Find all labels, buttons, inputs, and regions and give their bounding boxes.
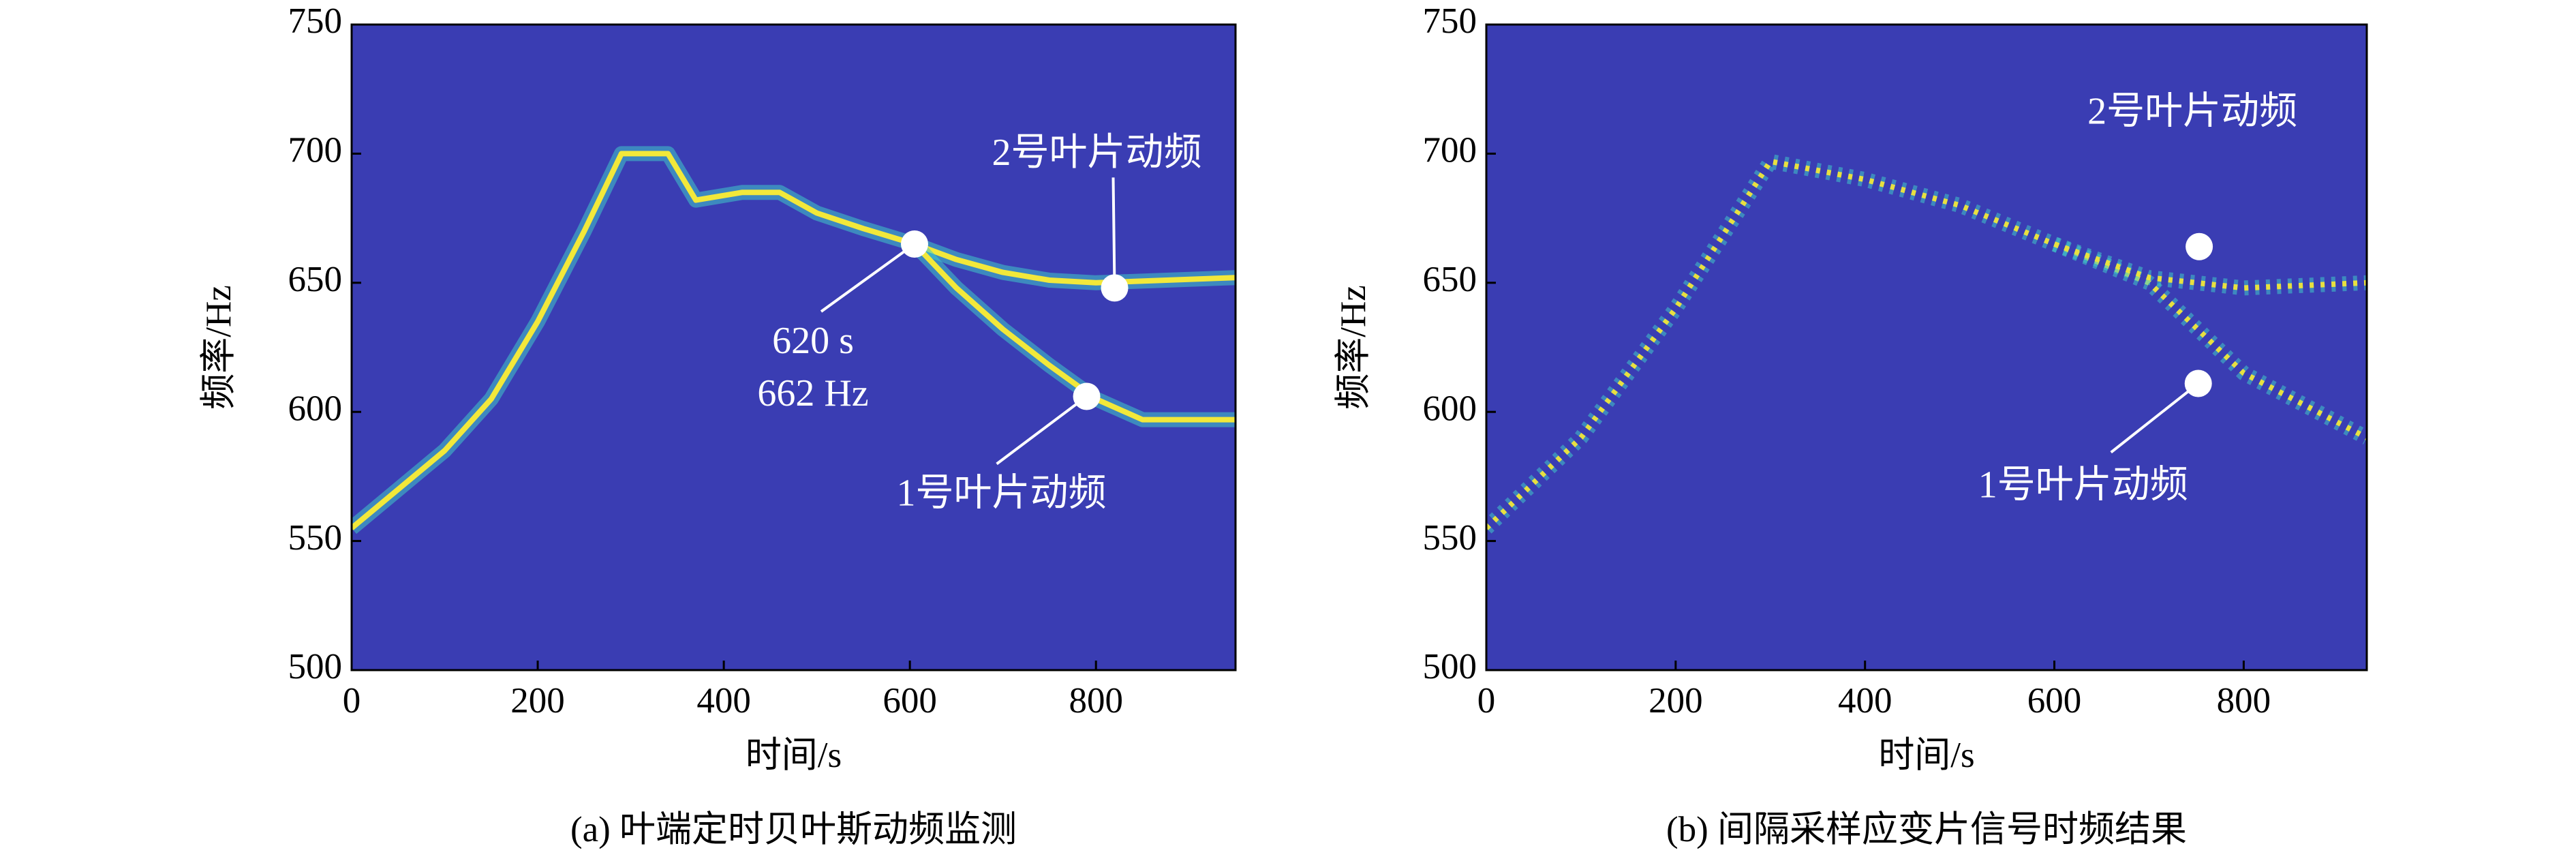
x-tick-label: 800 bbox=[2217, 681, 2271, 721]
annotation-point bbox=[2186, 232, 2213, 260]
x-tick-label: 200 bbox=[510, 681, 565, 721]
ridge-line bbox=[913, 242, 1236, 423]
y-tick-label: 700 bbox=[288, 131, 343, 170]
annotation-label: 1号叶片动频 bbox=[1978, 464, 2188, 506]
leader-line bbox=[820, 243, 916, 313]
y-tick-label: 750 bbox=[1423, 1, 1477, 41]
y-tick-label: 600 bbox=[1423, 389, 1477, 428]
y-tick-label: 500 bbox=[288, 647, 343, 686]
annotation-point bbox=[1073, 382, 1101, 410]
x-tick-label: 0 bbox=[343, 681, 361, 721]
plot-frame bbox=[1485, 23, 2368, 671]
x-tick-label: 800 bbox=[1069, 681, 1123, 721]
annotation-label: 1号叶片动频 bbox=[897, 472, 1107, 514]
annotation-point bbox=[900, 230, 928, 258]
plot-frame bbox=[350, 23, 1237, 671]
y-tick-label: 650 bbox=[1423, 260, 1477, 299]
annotation-label: 620 s bbox=[772, 320, 854, 362]
y-tick-label: 650 bbox=[288, 260, 343, 299]
y-tick-label: 550 bbox=[288, 518, 343, 558]
plot-layer bbox=[1486, 153, 2367, 534]
leader-line bbox=[1111, 177, 1116, 288]
caption: (a) 叶端定时贝叶斯动频监测 bbox=[570, 810, 1017, 849]
x-axis-label: 时间/s bbox=[746, 736, 842, 775]
y-tick-label: 500 bbox=[1423, 647, 1477, 686]
y-tick-label: 600 bbox=[288, 389, 343, 428]
annotation-label: 662 Hz bbox=[757, 372, 868, 414]
ridge-line bbox=[352, 151, 1236, 530]
y-axis-label: 频率/Hz bbox=[1334, 285, 1373, 410]
x-tick-label: 600 bbox=[883, 681, 937, 721]
annotation-point bbox=[2184, 369, 2212, 397]
leader-line bbox=[2110, 382, 2199, 454]
annotation-label: 2号叶片动频 bbox=[2087, 91, 2297, 133]
annotation-point bbox=[1101, 274, 1129, 302]
x-tick-label: 200 bbox=[1649, 681, 1703, 721]
caption: (b) 间隔采样应变片信号时频结果 bbox=[1666, 810, 2187, 849]
x-tick-label: 0 bbox=[1477, 681, 1496, 721]
y-tick-label: 750 bbox=[288, 1, 343, 41]
x-tick-label: 400 bbox=[696, 681, 751, 721]
y-axis-label: 频率/Hz bbox=[199, 285, 239, 410]
y-tick-label: 700 bbox=[1423, 131, 1477, 170]
x-tick-label: 600 bbox=[2027, 681, 2082, 721]
plot-layer bbox=[352, 146, 1236, 534]
y-tick-label: 550 bbox=[1423, 518, 1477, 558]
x-tick-label: 400 bbox=[1838, 681, 1892, 721]
annotation-label: 2号叶片动频 bbox=[992, 132, 1202, 174]
ridge-line bbox=[1486, 158, 2367, 530]
plot-background bbox=[352, 25, 1236, 670]
leader-line bbox=[996, 395, 1088, 466]
x-axis-label: 时间/s bbox=[1878, 736, 1974, 775]
